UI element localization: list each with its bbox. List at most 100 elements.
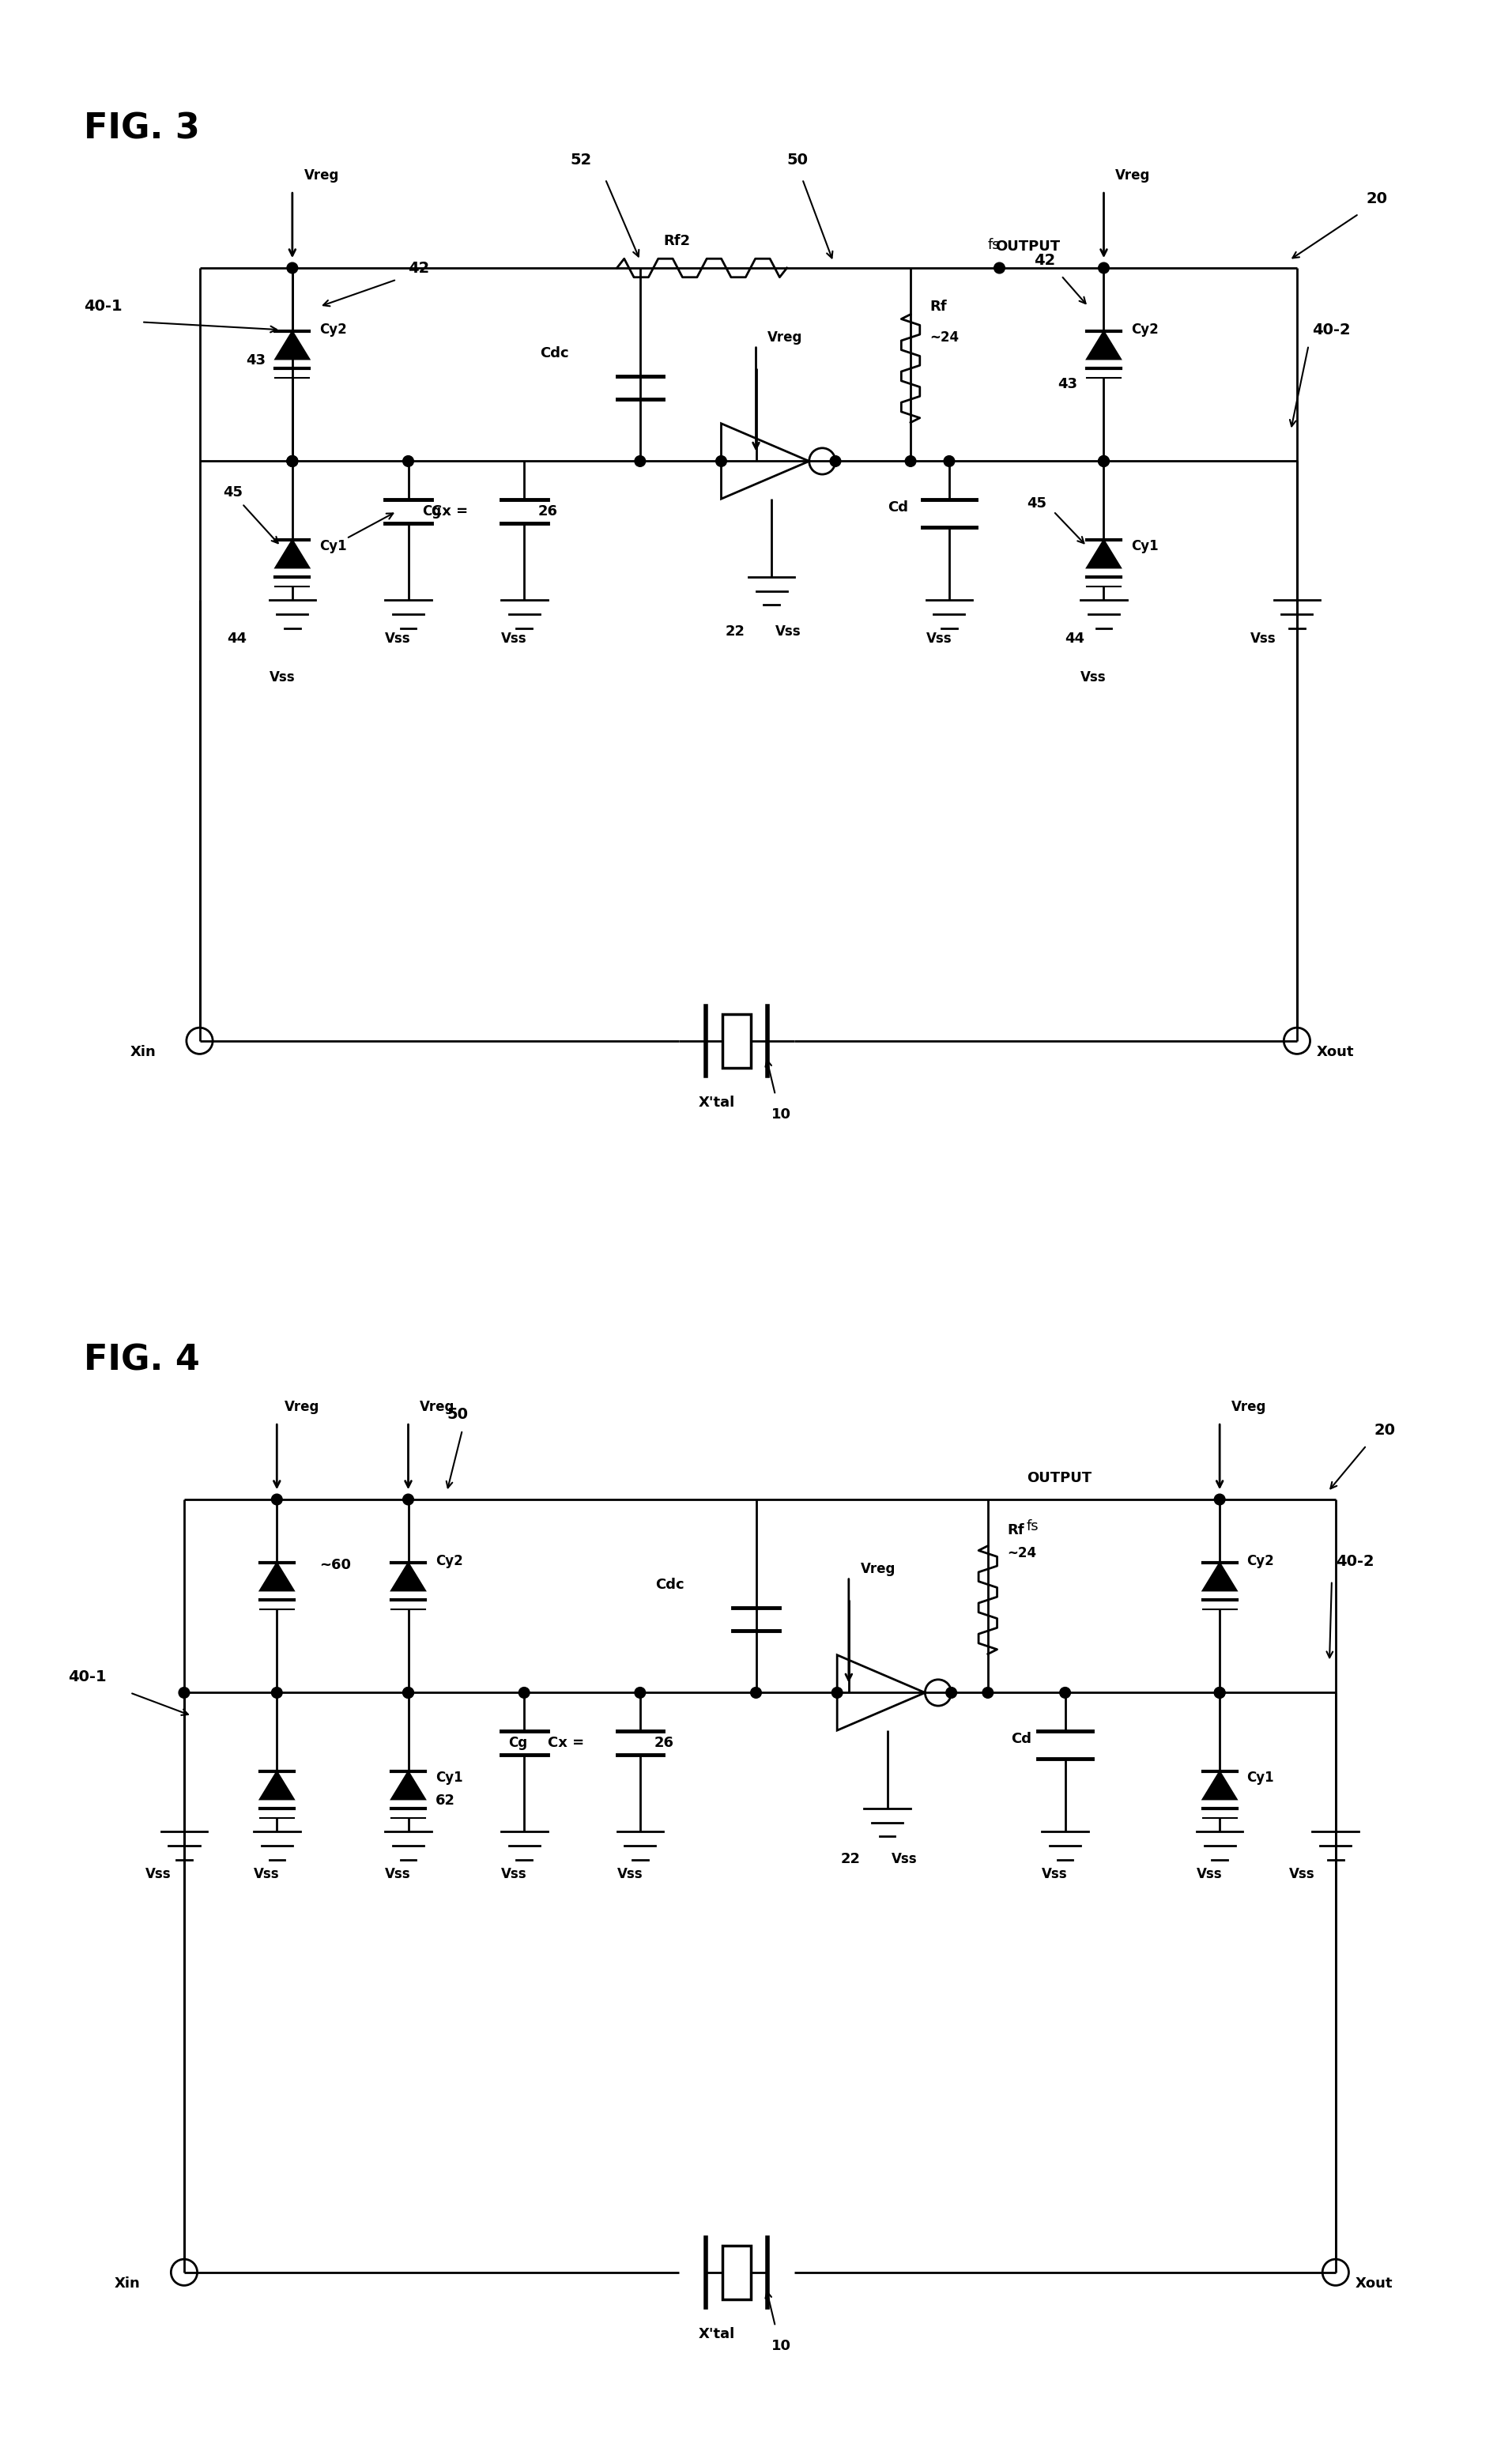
Text: fs: fs	[987, 236, 1001, 251]
Text: Vreg: Vreg	[1231, 1399, 1267, 1414]
Circle shape	[832, 1687, 842, 1697]
Text: Vss: Vss	[1250, 633, 1276, 645]
Circle shape	[830, 456, 841, 466]
Polygon shape	[1202, 1771, 1237, 1800]
Text: 62: 62	[435, 1793, 455, 1808]
Text: Vss: Vss	[891, 1852, 916, 1867]
Circle shape	[402, 456, 414, 466]
Circle shape	[1060, 1687, 1070, 1697]
Text: 20: 20	[1367, 192, 1388, 207]
Polygon shape	[260, 1564, 293, 1591]
Text: Cdc: Cdc	[540, 345, 569, 360]
Text: Vss: Vss	[1196, 1867, 1222, 1882]
Text: Xin: Xin	[130, 1044, 156, 1059]
Polygon shape	[392, 1771, 425, 1800]
Polygon shape	[1087, 539, 1120, 569]
Circle shape	[1098, 456, 1110, 466]
Circle shape	[402, 1687, 414, 1697]
Text: Vss: Vss	[617, 1867, 643, 1882]
Text: Xout: Xout	[1317, 1044, 1353, 1059]
Circle shape	[750, 1687, 762, 1697]
Circle shape	[635, 1687, 646, 1697]
Text: Vreg: Vreg	[420, 1399, 455, 1414]
Text: Cy1: Cy1	[1247, 1771, 1275, 1786]
Text: Cx =: Cx =	[431, 505, 467, 520]
Circle shape	[287, 264, 298, 273]
Text: OUTPUT: OUTPUT	[995, 239, 1060, 254]
Text: 44: 44	[1064, 633, 1086, 645]
Polygon shape	[260, 1771, 293, 1800]
Circle shape	[178, 1687, 189, 1697]
Text: Vreg: Vreg	[304, 167, 339, 182]
Text: Cg: Cg	[508, 1736, 528, 1751]
Text: Vreg: Vreg	[284, 1399, 319, 1414]
Polygon shape	[1087, 333, 1120, 360]
Text: 10: 10	[771, 2340, 791, 2352]
Polygon shape	[392, 1564, 425, 1591]
Text: Vss: Vss	[386, 633, 411, 645]
Bar	[723, 2246, 750, 2300]
Text: 22: 22	[726, 623, 745, 638]
Text: Vss: Vss	[1290, 1867, 1315, 1882]
Text: 26: 26	[538, 505, 558, 520]
Text: Cg: Cg	[422, 505, 442, 520]
Circle shape	[635, 456, 646, 466]
Text: 45: 45	[222, 485, 242, 500]
Circle shape	[402, 1495, 414, 1505]
Text: Rf2: Rf2	[664, 234, 691, 249]
Text: Vss: Vss	[145, 1867, 171, 1882]
Text: X'tal: X'tal	[699, 2328, 735, 2342]
Text: 52: 52	[570, 153, 593, 167]
Text: 44: 44	[227, 633, 246, 645]
Circle shape	[715, 456, 727, 466]
Text: Cy2: Cy2	[435, 1554, 463, 1569]
Circle shape	[1214, 1495, 1225, 1505]
Text: 10: 10	[771, 1108, 791, 1121]
Text: Xout: Xout	[1355, 2276, 1393, 2291]
Text: 22: 22	[841, 1852, 860, 1867]
Text: Vss: Vss	[776, 623, 801, 638]
Text: Cy2: Cy2	[1131, 323, 1158, 337]
Text: 40-2: 40-2	[1335, 1554, 1374, 1569]
Text: Vreg: Vreg	[1116, 167, 1151, 182]
Circle shape	[906, 456, 916, 466]
Text: 43: 43	[246, 355, 266, 367]
Text: 40-1: 40-1	[68, 1670, 107, 1685]
Text: Cd: Cd	[1012, 1731, 1031, 1746]
Circle shape	[272, 1687, 283, 1697]
Text: 50: 50	[786, 153, 809, 167]
Text: Vss: Vss	[500, 633, 526, 645]
Text: Cd: Cd	[888, 500, 907, 515]
Text: Rf: Rf	[1007, 1522, 1024, 1537]
Circle shape	[983, 1687, 993, 1697]
Text: 20: 20	[1374, 1424, 1396, 1438]
Text: Cy2: Cy2	[1247, 1554, 1275, 1569]
Circle shape	[287, 456, 298, 466]
Text: 40-2: 40-2	[1312, 323, 1350, 337]
Polygon shape	[1202, 1564, 1237, 1591]
Text: 26: 26	[655, 1736, 674, 1751]
Text: Vss: Vss	[1042, 1867, 1067, 1882]
Circle shape	[1214, 1687, 1225, 1697]
Text: Xin: Xin	[115, 2276, 141, 2291]
Text: Cdc: Cdc	[656, 1576, 685, 1591]
Text: Vss: Vss	[925, 633, 951, 645]
Circle shape	[1214, 1687, 1225, 1697]
Circle shape	[519, 1687, 529, 1697]
Text: Cy1: Cy1	[319, 539, 346, 554]
Circle shape	[1098, 456, 1110, 466]
Text: Vss: Vss	[500, 1867, 526, 1882]
Circle shape	[272, 1495, 283, 1505]
Text: 42: 42	[408, 261, 429, 276]
Text: 42: 42	[1034, 254, 1055, 268]
Text: Cy2: Cy2	[319, 323, 346, 337]
Text: Vreg: Vreg	[768, 330, 803, 345]
Circle shape	[993, 264, 1005, 273]
Text: 45: 45	[1027, 498, 1046, 510]
Text: Vss: Vss	[386, 1867, 411, 1882]
Text: Cy1: Cy1	[435, 1771, 463, 1786]
Bar	[723, 1015, 750, 1069]
Text: 50: 50	[448, 1406, 469, 1421]
Text: ~24: ~24	[930, 330, 959, 345]
Circle shape	[287, 456, 298, 466]
